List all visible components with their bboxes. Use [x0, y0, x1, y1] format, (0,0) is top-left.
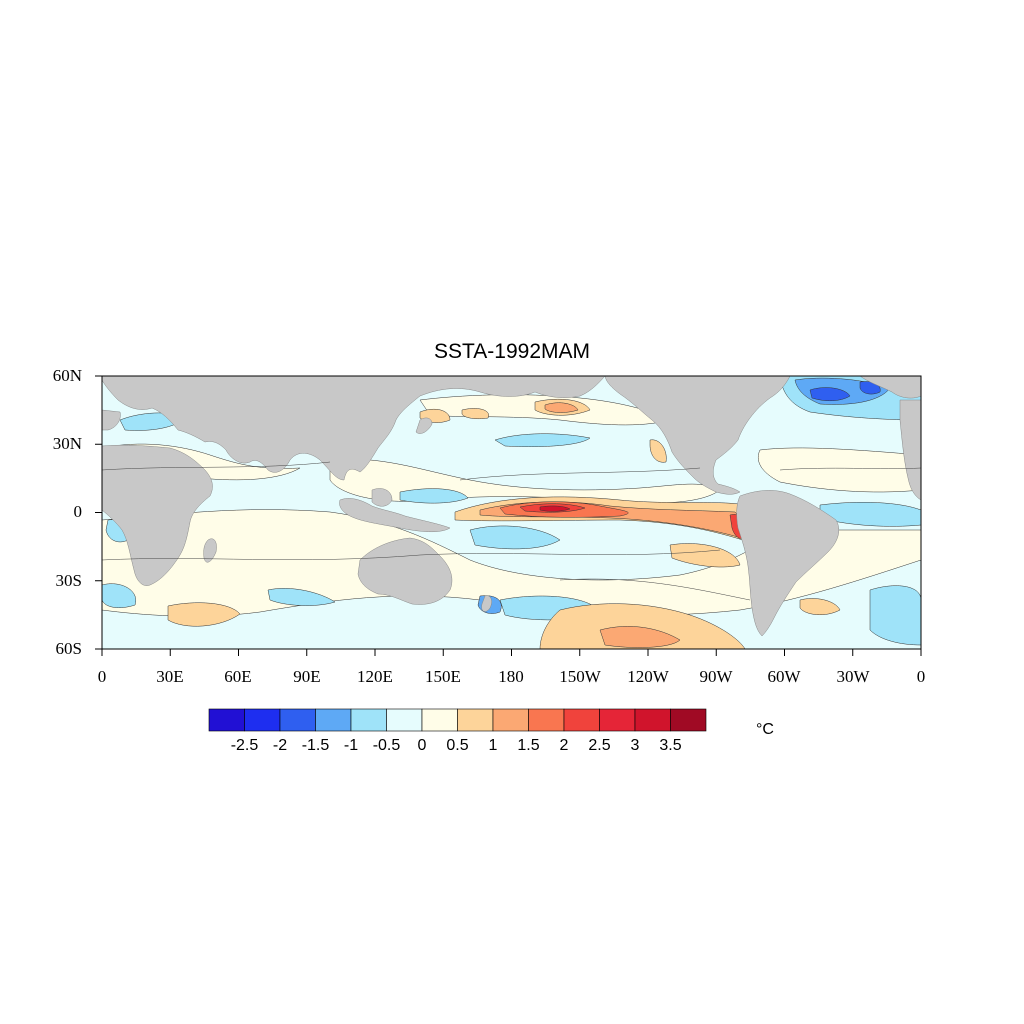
land-africa [102, 444, 213, 586]
map-title: SSTA-1992MAM [434, 340, 590, 363]
x-tick-label: 0 [97, 667, 107, 686]
colorbar-swatch [421, 708, 458, 732]
x-tick-label: 30E [156, 667, 184, 686]
colorbar-label: 3 [630, 737, 640, 754]
land-south-america [736, 490, 839, 637]
x-tick-label: 180 [498, 667, 524, 686]
colorbar-swatch [492, 708, 529, 732]
x-tick-label: 120W [627, 667, 669, 686]
unit-label: °C [756, 721, 774, 738]
land-borneo [371, 488, 393, 507]
x-tick-label: 120E [357, 667, 393, 686]
y-tick-label: 0 [73, 502, 83, 521]
x-tick-label: 30W [836, 667, 870, 686]
y-tick-label: 60N [52, 366, 82, 385]
y-tick-label: 30S [55, 571, 82, 590]
land-indonesia [339, 498, 451, 532]
anomaly-bands-warm [167, 399, 841, 649]
land-masses [102, 376, 921, 637]
land-europe-east-edge [899, 399, 921, 501]
x-tick-label: 60W [767, 667, 801, 686]
colorbar-label: 2.5 [588, 737, 611, 754]
colorbar-label: -2 [272, 737, 288, 754]
colorbar-swatch [315, 708, 352, 732]
colorbar-swatch [244, 708, 281, 732]
colorbar-swatch [670, 708, 707, 732]
land-greenland [859, 376, 921, 399]
colorbar-swatch [563, 708, 600, 732]
land-north-america [604, 376, 791, 495]
colorbar-swatch [279, 708, 316, 732]
colorbar [208, 708, 707, 732]
x-tick-label: 0 [916, 667, 926, 686]
land-japan [415, 417, 433, 434]
colorbar-swatch [528, 708, 565, 732]
colorbar-label: -0.5 [372, 737, 401, 754]
colorbar-swatch [599, 708, 636, 732]
colorbar-label: 2 [559, 737, 569, 754]
y-tick-label: 60S [55, 639, 82, 658]
y-axis-ticks [95, 375, 102, 650]
land-madagascar [203, 538, 217, 563]
contour-lines [102, 461, 921, 601]
x-tick-label: 150W [559, 667, 601, 686]
colorbar-swatch [634, 708, 671, 732]
colorbar-swatch [457, 708, 494, 732]
colorbar-label: -1 [343, 737, 359, 754]
colorbar-label: 1 [488, 737, 498, 754]
colorbar-label: 0 [417, 737, 427, 754]
land-eurasia [102, 376, 606, 481]
land-iberia [102, 409, 121, 431]
colorbar-swatch [350, 708, 387, 732]
colorbar-label: 3.5 [659, 737, 682, 754]
colorbar-swatch [386, 708, 423, 732]
colorbar-label: -2.5 [230, 737, 259, 754]
colorbar-label: -1.5 [301, 737, 330, 754]
x-tick-label: 90E [293, 667, 321, 686]
x-tick-label: 90W [699, 667, 733, 686]
x-axis-ticks [101, 649, 922, 656]
colorbar-swatch [208, 708, 245, 732]
y-tick-label: 30N [52, 434, 82, 453]
colorbar-label: 1.5 [517, 737, 540, 754]
colorbar-label: 0.5 [446, 737, 469, 754]
x-tick-label: 150E [425, 667, 461, 686]
x-tick-label: 60E [224, 667, 252, 686]
land-new-zealand [481, 595, 492, 612]
